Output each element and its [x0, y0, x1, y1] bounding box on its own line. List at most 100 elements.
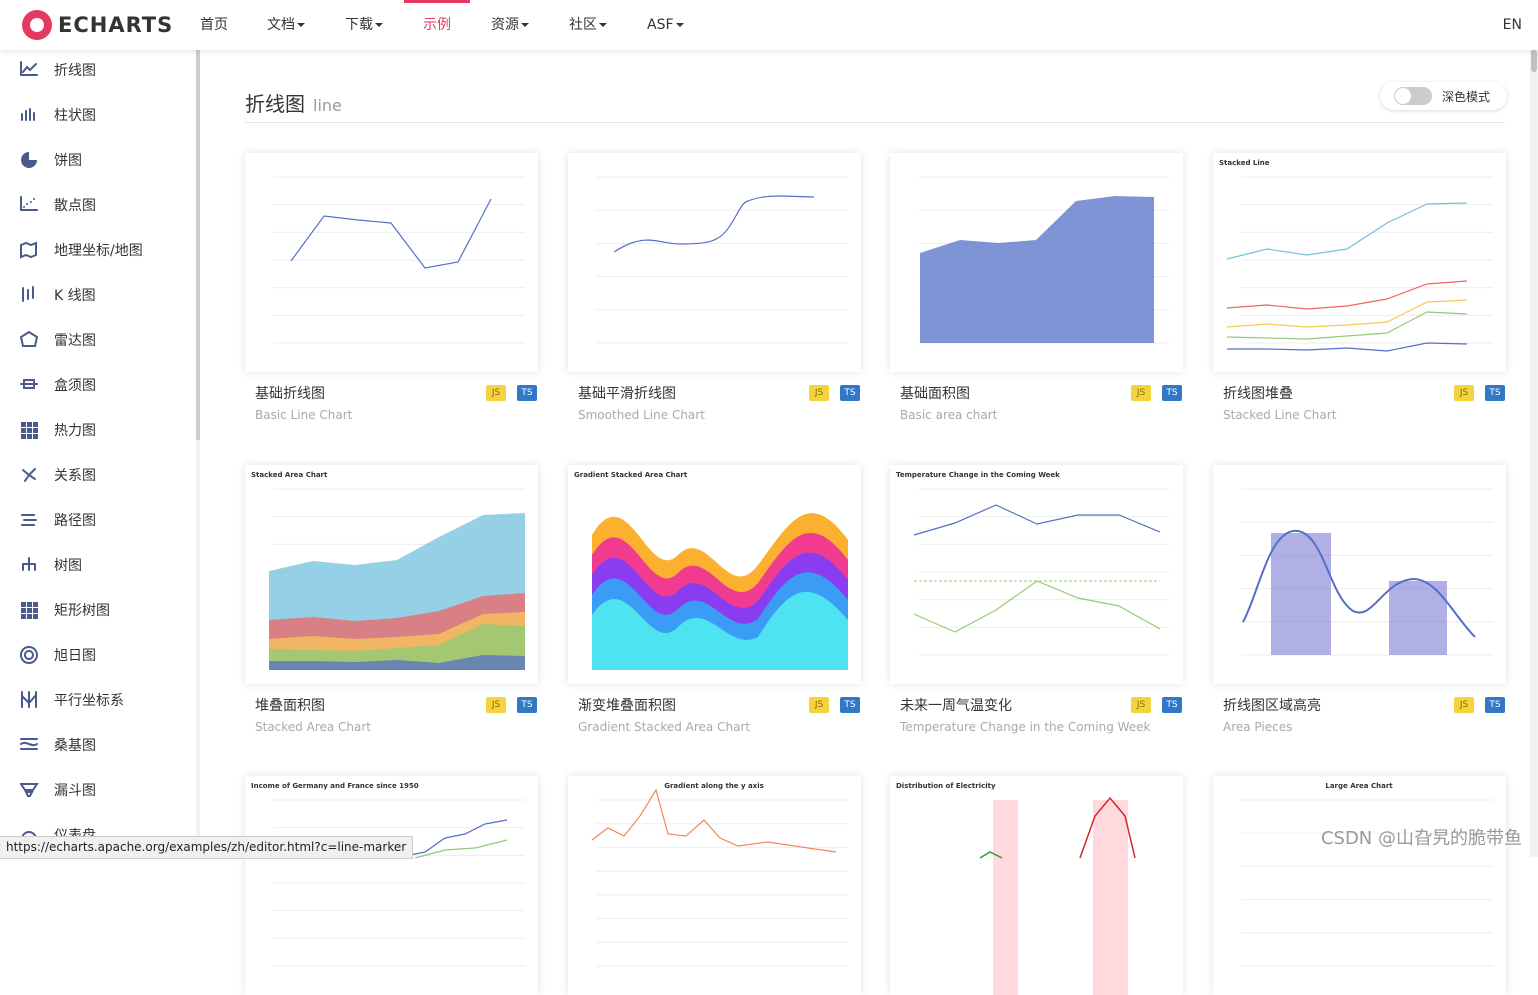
nav-item[interactable]: 示例	[404, 0, 470, 50]
sidebar-item[interactable]: K 线图	[0, 283, 96, 307]
example-card[interactable]: Gradient Stacked Area Chart 渐变堆叠面积图 Gradie…	[568, 465, 861, 734]
sidebar-item[interactable]: 桑基图	[0, 733, 96, 757]
example-card[interactable]: Income of Germany and France since 1950	[245, 776, 538, 995]
example-card[interactable]: Stacked Area Chart 堆叠面积图 Stacked Area Char…	[245, 465, 538, 734]
section-title-text: 折线图	[245, 92, 305, 116]
icon-shape	[21, 602, 26, 607]
js-badge[interactable]: JS	[1454, 697, 1474, 713]
nav-label: 社区	[569, 17, 597, 33]
dark-mode-toggle[interactable]: 深色模式	[1380, 82, 1507, 110]
nav-item[interactable]: 首页	[200, 0, 228, 50]
logo[interactable]: ECHARTS	[22, 9, 173, 41]
sidebar-item[interactable]: 散点图	[0, 193, 96, 217]
sidebar-icon	[20, 61, 38, 76]
sidebar-item[interactable]: 热力图	[0, 418, 96, 442]
js-badge[interactable]: JS	[1131, 697, 1151, 713]
js-badge[interactable]: JS	[1131, 385, 1151, 401]
icon-shape	[20, 738, 38, 750]
thumb-line	[1226, 299, 1468, 328]
nav-label: 文档	[267, 17, 295, 33]
nav-item[interactable]: 下载	[345, 0, 383, 50]
sidebar-item[interactable]: 漏斗图	[0, 778, 96, 802]
thumb-area	[1271, 533, 1331, 655]
icon-shape	[20, 379, 38, 389]
nav-item[interactable]: 文档	[267, 0, 305, 50]
sidebar-item[interactable]: 路径图	[0, 508, 96, 532]
example-card[interactable]: 折线图区域高亮 Area Pieces JS TS	[1213, 465, 1506, 734]
nav-item[interactable]: ASF	[647, 0, 684, 50]
thumb-line	[1226, 280, 1468, 310]
nav-item[interactable]: 资源	[491, 0, 529, 50]
ts-badge[interactable]: TS	[517, 385, 537, 401]
sidebar-item[interactable]: 折线图	[0, 58, 96, 82]
sidebar-label: 路径图	[54, 513, 96, 529]
js-badge[interactable]: JS	[1454, 385, 1474, 401]
thumb-line	[394, 819, 508, 859]
nav-label: 首页	[200, 17, 228, 33]
sidebar-scrollbar	[196, 50, 200, 857]
ts-badge[interactable]: TS	[1485, 385, 1505, 401]
sidebar-item[interactable]: 地理坐标/地图	[0, 238, 143, 262]
example-card[interactable]: Large Area Chart	[1213, 776, 1506, 995]
icon-shape	[20, 646, 38, 664]
js-badge[interactable]: JS	[486, 385, 506, 401]
example-card[interactable]: Stacked Line 折线图堆叠 Stacked Line Chart JS TS	[1213, 153, 1506, 422]
ts-badge[interactable]: TS	[1485, 697, 1505, 713]
thumb-area	[269, 655, 525, 670]
sidebar-item[interactable]: 旭日图	[0, 643, 96, 667]
js-badge[interactable]: JS	[809, 385, 829, 401]
sidebar-label: 折线图	[54, 63, 96, 79]
thumbnail	[568, 153, 861, 372]
sidebar-item[interactable]: 平行坐标系	[0, 688, 124, 712]
thumbnail	[1213, 465, 1506, 684]
ts-badge[interactable]: TS	[1162, 385, 1182, 401]
thumb-area	[269, 624, 525, 670]
icon-shape	[27, 428, 32, 433]
caret	[675, 23, 684, 27]
sidebar-icon	[21, 514, 37, 526]
nav-item[interactable]: 社区	[569, 0, 607, 50]
sidebar-icon	[21, 108, 35, 121]
example-card[interactable]: 基础平滑折线图 Smoothed Line Chart JS TS	[568, 153, 861, 422]
thumbnail: Gradient Stacked Area Chart	[568, 465, 861, 684]
thumbnail	[245, 153, 538, 372]
ts-badge[interactable]: TS	[840, 697, 860, 713]
thumb-line	[979, 851, 1003, 859]
sidebar-label: 散点图	[54, 198, 96, 214]
sidebar-scroll-thumb[interactable]	[196, 50, 200, 440]
ts-badge[interactable]: TS	[840, 385, 860, 401]
example-card[interactable]: Distribution of Electricity	[890, 776, 1183, 995]
card-subtitle: Temperature Change in the Coming Week	[900, 720, 1151, 734]
sidebar-item[interactable]: 矩形树图	[0, 598, 110, 622]
sidebar-item[interactable]: 雷达图	[0, 328, 96, 352]
page-scrollbar	[1530, 50, 1538, 857]
icon-shape	[21, 152, 37, 168]
sidebar-icon	[20, 379, 38, 389]
example-card[interactable]: 基础折线图 Basic Line Chart JS TS	[245, 153, 538, 422]
language-switch[interactable]: EN	[1502, 17, 1522, 33]
sidebar-item[interactable]: 盒须图	[0, 373, 96, 397]
example-card[interactable]: 基础面积图 Basic area chart JS TS	[890, 153, 1183, 422]
sidebar-label: K 线图	[54, 288, 96, 304]
js-badge[interactable]: JS	[486, 697, 506, 713]
page-scroll-thumb[interactable]	[1531, 50, 1537, 72]
sidebar-item[interactable]: 树图	[0, 553, 82, 577]
icon-shape	[33, 602, 38, 607]
example-card[interactable]: Temperature Change in the Coming Week 未来一…	[890, 465, 1183, 734]
ts-badge[interactable]: TS	[517, 697, 537, 713]
sidebar-item[interactable]: 柱状图	[0, 103, 96, 127]
icon-shape	[22, 286, 34, 302]
nav-label: 下载	[345, 17, 373, 33]
thumb-line	[1226, 202, 1468, 260]
example-card[interactable]: Gradient along the y axis	[568, 776, 861, 995]
icon-shape	[20, 61, 38, 76]
sidebar-label: 地理坐标/地图	[54, 243, 143, 259]
js-badge[interactable]: JS	[809, 697, 829, 713]
caret	[521, 23, 529, 27]
sidebar-item[interactable]: 关系图	[0, 463, 96, 487]
header: ECHARTS EN 首页 文档 下载 示例 资源 社区 ASF	[0, 0, 1538, 50]
sidebar-item[interactable]: 饼图	[0, 148, 82, 172]
sidebar-icon	[22, 557, 36, 571]
thumb-line	[414, 839, 508, 859]
ts-badge[interactable]: TS	[1162, 697, 1182, 713]
